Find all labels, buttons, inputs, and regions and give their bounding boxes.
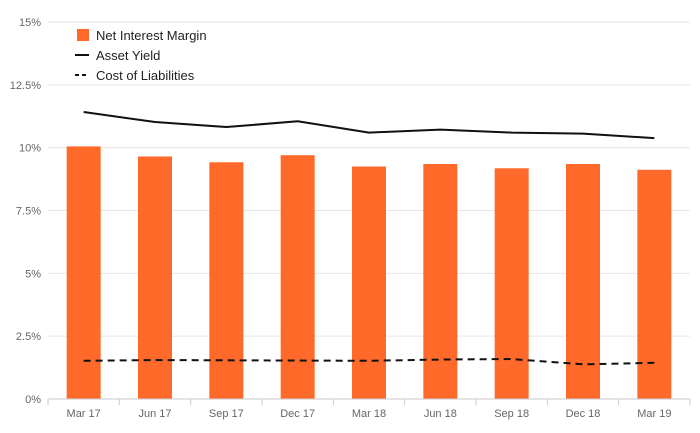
x-tick-label: Mar 18 bbox=[352, 408, 386, 420]
bar-net-interest-margin bbox=[637, 169, 672, 399]
legend-label: Cost of Liabilities bbox=[96, 68, 195, 83]
bar-net-interest-margin bbox=[566, 164, 600, 399]
line-asset-yield bbox=[83, 110, 655, 140]
bars bbox=[66, 146, 672, 399]
x-tick-label: Mar 17 bbox=[67, 408, 101, 420]
legend-label: Asset Yield bbox=[96, 48, 160, 63]
legend-label: Net Interest Margin bbox=[96, 28, 207, 43]
y-tick-label: 12.5% bbox=[10, 80, 41, 92]
bar-net-interest-margin bbox=[423, 164, 458, 399]
y-tick-label: 10% bbox=[19, 143, 41, 155]
y-tick-label: 15% bbox=[19, 17, 41, 29]
axes: 0% 2.5% 5% 7.5% 10% 12.5% 15% Mar 17 Jun 17 Sep 1… bbox=[10, 17, 691, 420]
y-tick-label: 2.5% bbox=[16, 331, 41, 343]
bar-net-interest-margin bbox=[138, 156, 172, 399]
x-tick-label: Sep 18 bbox=[494, 408, 529, 420]
x-tick-label: Jun 17 bbox=[138, 408, 171, 420]
legend: Net Interest Margin Asset Yield Cost of Li… bbox=[75, 28, 207, 83]
lines bbox=[83, 110, 655, 366]
y-tick-label: 0% bbox=[25, 394, 41, 406]
x-tick-label: Jun 18 bbox=[424, 408, 457, 420]
y-tick-label: 5% bbox=[25, 268, 41, 280]
bar-net-interest-margin bbox=[280, 155, 315, 399]
x-tick-label: Dec 17 bbox=[280, 408, 315, 420]
bar-net-interest-margin bbox=[209, 162, 244, 399]
x-tick-label: Sep 17 bbox=[209, 408, 244, 420]
bar-net-interest-margin bbox=[352, 166, 386, 399]
x-tick-label: Dec 18 bbox=[566, 408, 601, 420]
bar-net-interest-margin bbox=[494, 168, 529, 399]
bar-net-interest-margin bbox=[66, 146, 101, 399]
y-tick-label: 7.5% bbox=[16, 206, 41, 218]
x-tick-label: Mar 19 bbox=[637, 408, 671, 420]
legend-swatch-bar bbox=[77, 29, 89, 41]
